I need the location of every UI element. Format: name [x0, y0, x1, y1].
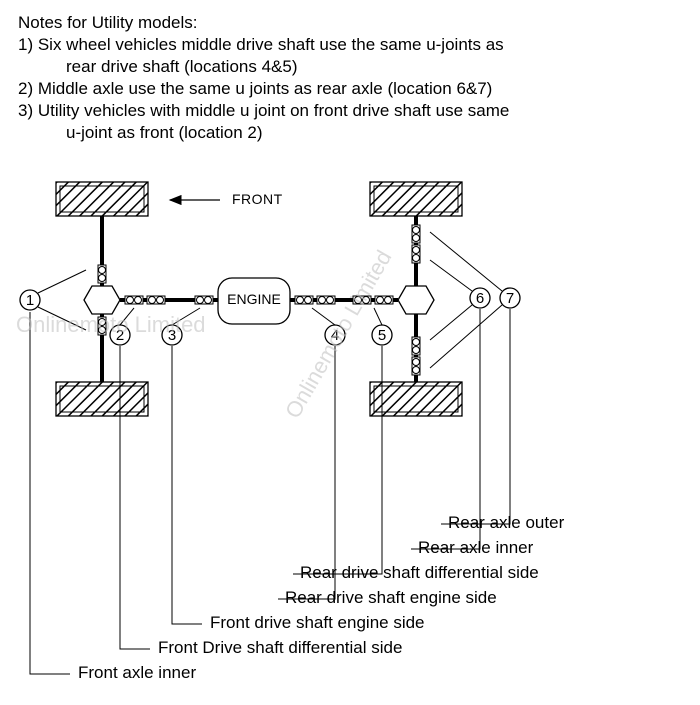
callout-number-5: 5 [378, 327, 386, 344]
tire-rear-top [370, 182, 462, 216]
callout-text-3: Front drive shaft engine side [210, 613, 425, 632]
callout-leader-1 [30, 312, 70, 674]
ujoint-rear-axle-bot-inner [412, 337, 420, 355]
ujoint-loc4 [295, 296, 313, 304]
callout-text-5: Rear drive shaft differential side [300, 563, 539, 582]
callout-number-3: 3 [168, 327, 176, 344]
callout-text-7: Rear axle outer [448, 513, 565, 532]
callout-text-1: Front axle inner [78, 663, 196, 682]
callout-text-6: Rear axle inner [418, 538, 534, 557]
ujoint-rear-axle-bot-outer [412, 357, 420, 375]
callout-text-2: Front Drive shaft differential side [158, 638, 402, 657]
tire-front-bot [56, 382, 148, 416]
ujoint-rear-axle-top-inner [412, 245, 420, 263]
ujoint-rear-axle-top-outer [412, 225, 420, 243]
callout-leader-3 [172, 346, 202, 624]
notes-heading: Notes for Utility models: [18, 12, 682, 34]
rear-differential [398, 286, 434, 314]
tire-rear-bot [370, 382, 462, 416]
note-2: 2) Middle axle use the same u joints as … [18, 78, 682, 100]
callout-number-2: 2 [116, 327, 124, 344]
note-3b: u-joint as front (location 2) [18, 122, 682, 144]
front-label: FRONT [232, 191, 283, 207]
notes-block: Notes for Utility models: 1) Six wheel v… [0, 0, 700, 145]
ujoint-loc3 [195, 296, 213, 304]
diagram-svg: ENGINE FRONT 1 Front axle inner 2 Front Dri… [0, 160, 700, 700]
note-3a: 3) Utility vehicles with middle u joint … [18, 100, 682, 122]
drivetrain-diagram: Onlinemoto Limited Onlinemoto Limited [0, 160, 700, 700]
callout-number-7: 7 [506, 290, 514, 307]
callout-text-4: Rear drive shaft engine side [285, 588, 497, 607]
note-1a: 1) Six wheel vehicles middle drive shaft… [18, 34, 682, 56]
ujoint-loc5b [375, 296, 393, 304]
callout-leader-5 [293, 346, 382, 574]
ujoint-loc4b [317, 296, 335, 304]
engine-label: ENGINE [227, 291, 281, 307]
ujoint-front-axle-bot [98, 317, 106, 335]
ujoint-front-axle-top [98, 265, 106, 283]
callout-leader-4 [278, 346, 335, 599]
ujoint-loc2b [147, 296, 165, 304]
callout-number-1: 1 [26, 292, 34, 309]
ujoint-loc5 [353, 296, 371, 304]
callout-number-4: 4 [331, 327, 339, 344]
front-differential [84, 286, 120, 314]
tire-front-top [56, 182, 148, 216]
note-1b: rear drive shaft (locations 4&5) [18, 56, 682, 78]
callout-number-6: 6 [476, 290, 484, 307]
ujoint-loc2 [125, 296, 143, 304]
